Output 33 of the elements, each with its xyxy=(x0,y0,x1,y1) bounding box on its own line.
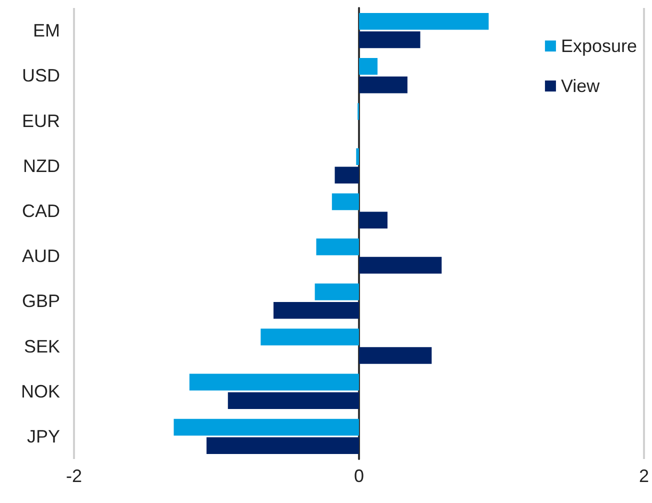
y-tick-label: NZD xyxy=(23,156,60,176)
y-tick-label: SEK xyxy=(24,336,60,356)
y-tick-label: EM xyxy=(33,20,60,41)
bar xyxy=(358,76,408,94)
bar xyxy=(358,256,442,274)
bar xyxy=(358,212,388,229)
bar xyxy=(358,12,489,30)
bar xyxy=(316,238,359,256)
bar xyxy=(332,193,359,210)
y-tick-label: JPY xyxy=(26,426,60,446)
x-tick-label: -2 xyxy=(66,466,82,486)
bar xyxy=(206,437,359,454)
y-tick-label: GBP xyxy=(22,291,60,312)
bar xyxy=(174,418,359,436)
bar xyxy=(189,374,359,391)
y-tick-label: CAD xyxy=(22,200,60,221)
x-tick-label: 2 xyxy=(638,466,649,486)
bar xyxy=(314,284,359,300)
bar xyxy=(358,347,432,364)
y-tick-label: NOK xyxy=(20,381,60,402)
bar xyxy=(274,302,359,319)
bar xyxy=(358,31,420,48)
bar xyxy=(228,392,359,409)
x-tick-label: 0 xyxy=(354,466,364,486)
legend-label: View xyxy=(560,76,601,96)
bar xyxy=(260,328,359,346)
bar xyxy=(358,58,378,75)
legend-label: Exposure xyxy=(560,36,638,56)
y-tick-label: EUR xyxy=(22,110,60,131)
y-tick-label: AUD xyxy=(22,246,60,266)
bar xyxy=(334,166,359,184)
bar xyxy=(356,148,359,166)
y-tick-label: USD xyxy=(22,66,60,86)
